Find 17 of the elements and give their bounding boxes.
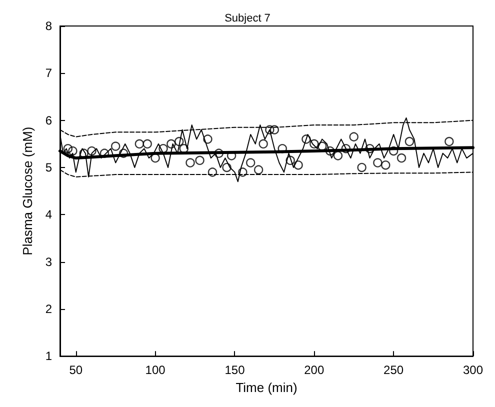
y-tick-label: 1 [45,349,52,364]
x-tick-label: 200 [304,363,324,378]
y-tick-label: 8 [45,19,52,33]
y-tick-label: 2 [45,302,52,316]
y-axis-title: Plasma Glucose (mM) [20,126,35,256]
y-tick-label: 3 [45,254,52,269]
y-tick-label: 4 [45,208,52,222]
x-axis-title: Time (min) [236,380,298,395]
x-tick-label: 250 [384,363,404,378]
y-tick-label: 5 [45,160,52,174]
x-tick-label: 50 [69,363,83,378]
y-tick-label: 7 [45,66,52,80]
y-tick-label: 6 [45,113,52,128]
x-tick-label: 100 [145,363,166,378]
chart-title: Subject 7 [224,12,270,24]
x-tick-label: 300 [462,363,484,378]
x-tick-label: 150 [224,363,246,378]
